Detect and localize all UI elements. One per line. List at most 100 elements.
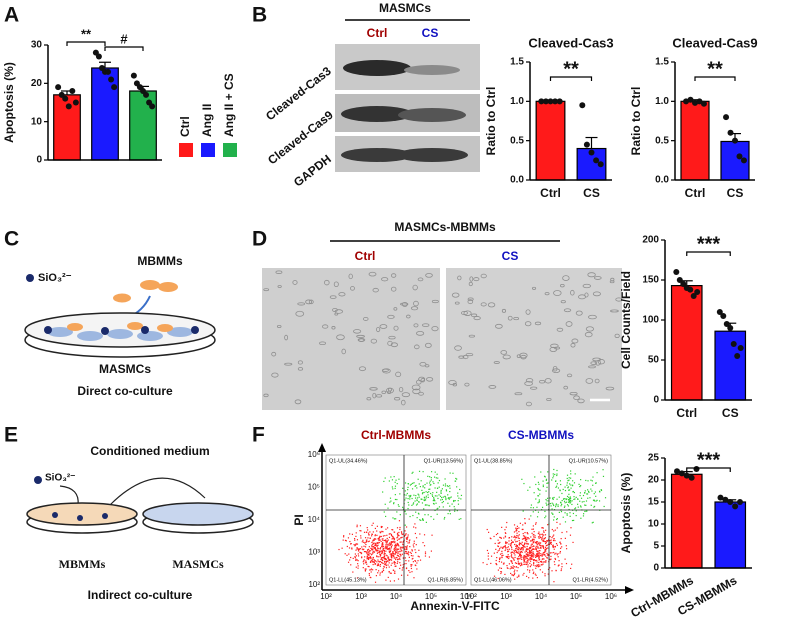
event-dot: [518, 534, 520, 536]
event-dot: [558, 564, 560, 566]
event-dot: [524, 531, 526, 534]
event-dot: [386, 548, 388, 550]
event-dot: [515, 527, 517, 529]
event-dot: [528, 571, 531, 573]
event-dot: [502, 563, 505, 565]
event-dot: [574, 473, 576, 475]
event-dot: [534, 555, 536, 557]
event-dot: [405, 538, 408, 540]
event-dot: [397, 548, 400, 550]
event-dot: [425, 491, 427, 493]
event-dot: [598, 500, 601, 502]
event-dot: [385, 540, 387, 542]
event-dot: [585, 500, 588, 502]
event-dot: [453, 506, 455, 508]
cell-texture: [353, 329, 362, 334]
event-dot: [529, 551, 531, 554]
event-dot: [411, 571, 413, 573]
event-dot: [416, 517, 418, 519]
cell-texture: [295, 310, 305, 317]
event-dot: [387, 557, 389, 559]
x-tick-label: 10⁴: [535, 592, 548, 601]
event-dot: [367, 565, 369, 568]
event-dot: [440, 499, 442, 501]
event-dot: [539, 560, 542, 563]
event-dot: [556, 518, 558, 520]
event-dot: [424, 487, 426, 489]
event-dot: [549, 567, 551, 569]
cell-texture: [333, 281, 339, 288]
event-dot: [528, 548, 530, 550]
event-dot: [394, 498, 397, 501]
event-dot: [524, 539, 527, 542]
event-dot: [411, 497, 413, 500]
event-dot: [357, 548, 360, 550]
event-dot: [387, 576, 389, 579]
event-dot: [530, 507, 532, 509]
event-dot: [570, 473, 572, 475]
event-dot: [501, 550, 503, 552]
legend-label: Ctrl: [178, 116, 192, 137]
event-dot: [500, 571, 503, 573]
event-dot: [369, 552, 371, 555]
event-dot: [417, 493, 419, 495]
event-dot: [367, 550, 369, 552]
event-dot: [398, 531, 400, 534]
event-dot: [522, 556, 524, 558]
event-dot: [568, 501, 570, 503]
cell-texture: [390, 342, 398, 348]
event-dot: [542, 561, 544, 563]
event-dot: [500, 571, 502, 573]
event-dot: [540, 561, 542, 563]
event-dot: [371, 546, 373, 548]
event-dot: [429, 482, 431, 484]
event-dot: [518, 552, 520, 554]
event-dot: [545, 561, 547, 563]
event-dot: [508, 556, 510, 558]
cell-texture: [487, 302, 496, 308]
event-dot: [552, 539, 555, 542]
event-dot: [499, 557, 501, 559]
event-dot: [585, 479, 587, 482]
event-dot: [584, 510, 586, 513]
event-dot: [373, 559, 375, 561]
event-dot: [384, 563, 386, 565]
event-dot: [541, 537, 544, 539]
event-dot: [409, 539, 411, 541]
event-dot: [435, 477, 437, 479]
bar: [670, 285, 703, 401]
cell-texture: [525, 378, 534, 383]
data-point: [717, 494, 724, 501]
event-dot: [518, 540, 520, 542]
cell-texture: [454, 301, 460, 305]
event-dot: [423, 534, 426, 536]
event-dot: [558, 496, 560, 498]
event-dot: [389, 544, 391, 547]
event-dot: [382, 568, 384, 570]
event-dot: [388, 550, 390, 552]
event-dot: [566, 513, 568, 515]
event-dot: [505, 548, 507, 550]
event-dot: [511, 541, 513, 544]
event-dot: [375, 542, 377, 545]
event-dot: [523, 563, 525, 566]
event-dot: [542, 539, 544, 541]
event-dot: [531, 558, 533, 560]
event-dot: [396, 537, 398, 539]
event-dot: [516, 547, 518, 549]
event-dot: [512, 574, 514, 576]
cell-texture: [594, 378, 600, 384]
event-dot: [448, 498, 450, 500]
event-dot: [375, 550, 377, 552]
event-dot: [562, 516, 564, 518]
event-dot: [550, 541, 552, 543]
cell-texture: [501, 308, 507, 313]
cell-texture: [458, 355, 465, 359]
event-dot: [460, 498, 462, 500]
event-dot: [438, 486, 440, 488]
event-dot: [520, 550, 522, 552]
event-dot: [381, 552, 384, 554]
event-dot: [426, 504, 428, 506]
event-dot: [513, 524, 516, 526]
event-dot: [445, 489, 447, 491]
